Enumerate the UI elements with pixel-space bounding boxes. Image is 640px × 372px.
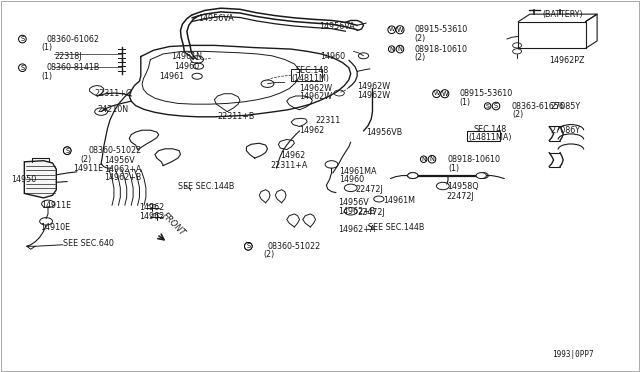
Text: S: S <box>494 103 498 109</box>
Text: 24210N: 24210N <box>97 105 129 114</box>
Text: 14962W: 14962W <box>300 84 333 93</box>
Text: 08360-61062: 08360-61062 <box>46 35 99 44</box>
Circle shape <box>476 173 486 179</box>
Text: (1): (1) <box>460 98 470 107</box>
Text: 14961MA: 14961MA <box>339 167 377 176</box>
Text: 14956VB: 14956VB <box>366 128 403 137</box>
Text: W: W <box>442 91 448 97</box>
Text: 14950: 14950 <box>12 175 36 184</box>
Text: 1993|0PP7: 1993|0PP7 <box>552 350 593 359</box>
Text: (BATTERY): (BATTERY) <box>543 10 583 19</box>
Text: 22472J: 22472J <box>447 192 474 201</box>
Text: (2): (2) <box>264 250 275 259</box>
Text: S: S <box>20 65 24 71</box>
Text: S: S <box>65 148 69 154</box>
Text: (2): (2) <box>415 53 426 62</box>
Text: 14960: 14960 <box>174 62 199 71</box>
Text: (1): (1) <box>42 72 52 81</box>
Text: 22311+B: 22311+B <box>218 112 255 121</box>
Text: W: W <box>433 91 440 96</box>
Circle shape <box>408 173 418 179</box>
Text: (1): (1) <box>448 164 459 173</box>
Text: 08915-53610: 08915-53610 <box>460 89 513 98</box>
Text: 14960: 14960 <box>339 175 364 184</box>
Text: 14956VA: 14956VA <box>319 22 355 31</box>
Text: 22472J: 22472J <box>357 208 385 217</box>
Text: 14962: 14962 <box>280 151 305 160</box>
Text: SEE SEC.144B: SEE SEC.144B <box>178 182 234 191</box>
Text: 08360-51022: 08360-51022 <box>268 242 321 251</box>
Text: SEE SEC.640: SEE SEC.640 <box>63 239 113 248</box>
Text: 08363-61656: 08363-61656 <box>512 102 565 110</box>
Text: 08918-10610: 08918-10610 <box>415 45 468 54</box>
Text: 14962+A: 14962+A <box>338 225 375 234</box>
Text: N: N <box>421 157 426 162</box>
Text: W: W <box>397 27 403 33</box>
Text: 14962+B: 14962+B <box>104 173 141 182</box>
Text: 22311+C: 22311+C <box>95 89 132 98</box>
Text: N: N <box>429 156 435 162</box>
Text: 14956V: 14956V <box>104 156 134 165</box>
Text: N: N <box>389 46 394 52</box>
Text: SEE SEC.144B: SEE SEC.144B <box>368 223 424 232</box>
Text: S: S <box>65 148 69 154</box>
Text: 22318J: 22318J <box>54 52 82 61</box>
Text: 14956V: 14956V <box>338 198 369 207</box>
Text: 14911E: 14911E <box>42 201 72 210</box>
Text: FRONT: FRONT <box>160 211 187 237</box>
Text: 14962W: 14962W <box>357 91 390 100</box>
Text: S: S <box>246 243 250 249</box>
Text: 14962: 14962 <box>140 212 164 221</box>
Text: S: S <box>486 103 490 109</box>
Text: (1): (1) <box>42 43 52 52</box>
Text: 14962: 14962 <box>140 203 164 212</box>
Text: S: S <box>246 243 250 249</box>
Text: S: S <box>20 36 24 42</box>
Text: (14811M): (14811M) <box>291 74 329 83</box>
Text: 14911E: 14911E <box>74 164 104 173</box>
Text: N: N <box>397 46 403 52</box>
Text: 08360-8141B: 08360-8141B <box>46 63 99 72</box>
Text: 14962W: 14962W <box>300 92 333 101</box>
Text: SEC.148: SEC.148 <box>474 125 507 134</box>
Text: 08915-53610: 08915-53610 <box>415 25 468 34</box>
Text: 14958Q: 14958Q <box>447 182 478 191</box>
Text: W: W <box>388 27 395 32</box>
Text: 14956VA: 14956VA <box>198 14 234 23</box>
Text: 14962W: 14962W <box>357 82 390 91</box>
Text: 27086Y: 27086Y <box>550 126 580 135</box>
Text: 22472J: 22472J <box>355 185 383 194</box>
Text: 14962+A: 14962+A <box>104 165 141 174</box>
Text: 27085Y: 27085Y <box>550 102 580 110</box>
Polygon shape <box>24 161 56 198</box>
Text: (14811MA): (14811MA) <box>468 133 512 142</box>
Text: 14962: 14962 <box>300 126 324 135</box>
Text: 22311: 22311 <box>315 116 340 125</box>
Text: 14961M: 14961M <box>383 196 415 205</box>
Text: 08360-51022: 08360-51022 <box>88 146 141 155</box>
Text: 14961N: 14961N <box>172 52 202 61</box>
Text: 14962PZ: 14962PZ <box>549 56 584 65</box>
Text: 14960: 14960 <box>320 52 345 61</box>
Text: (2): (2) <box>512 110 524 119</box>
Text: 14910E: 14910E <box>40 223 70 232</box>
Text: 08918-10610: 08918-10610 <box>448 155 501 164</box>
Text: 22311+A: 22311+A <box>270 161 307 170</box>
Text: (2): (2) <box>80 155 92 164</box>
Text: SEC.148: SEC.148 <box>296 66 329 75</box>
Text: (2): (2) <box>415 34 426 43</box>
Text: 14961: 14961 <box>159 72 184 81</box>
Text: 14962+B: 14962+B <box>338 207 375 216</box>
